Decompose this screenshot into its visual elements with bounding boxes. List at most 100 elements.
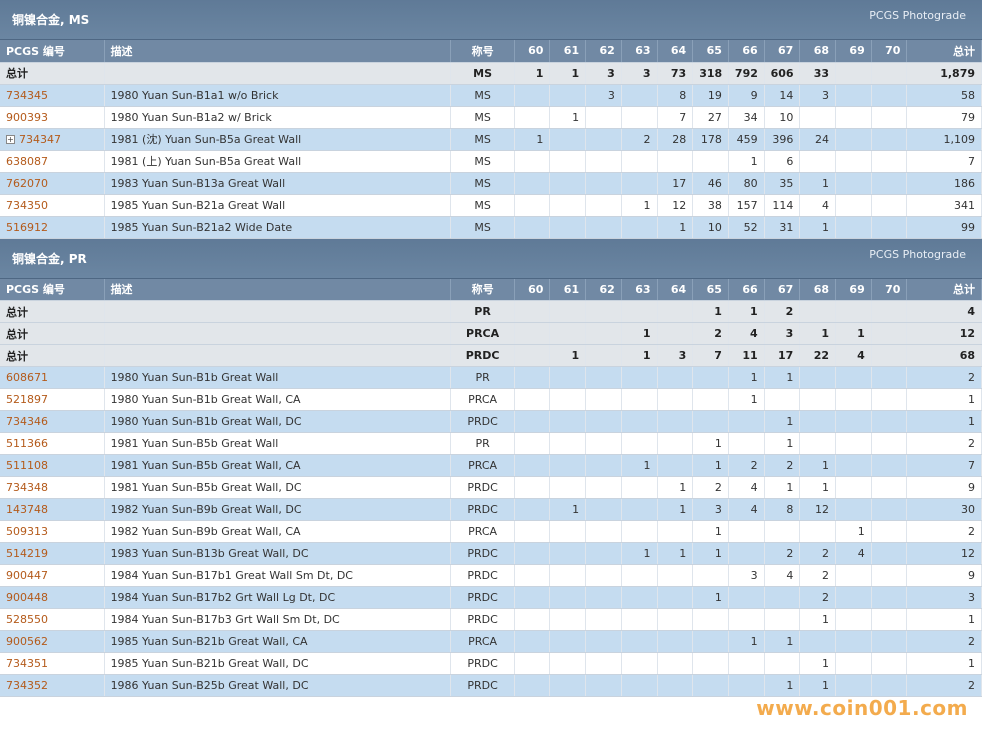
column-header[interactable]: 65 bbox=[692, 278, 729, 301]
column-header[interactable]: 69 bbox=[835, 40, 872, 63]
grade-count bbox=[657, 586, 694, 609]
pcgs-number-cell: 734346 bbox=[0, 410, 105, 433]
pcgs-number-cell: 734352 bbox=[0, 674, 105, 697]
pcgs-number-link[interactable]: 734352 bbox=[6, 679, 48, 692]
coin-row[interactable]: 762070 1983 Yuan Sun-B13a Great Wall MS 17 4… bbox=[0, 172, 982, 195]
photograde-link[interactable]: PCGS Photograde bbox=[869, 247, 966, 261]
pcgs-number-link[interactable]: 734351 bbox=[6, 657, 48, 670]
coin-row[interactable]: 528550 1984 Yuan Sun-B17b3 Grt Wall Sm Dt… bbox=[0, 608, 982, 631]
grade-count bbox=[514, 652, 551, 675]
grade-count: 1 bbox=[799, 652, 837, 675]
grade-count bbox=[657, 432, 694, 455]
column-header[interactable]: 68 bbox=[799, 40, 837, 63]
column-header[interactable]: 64 bbox=[657, 278, 694, 301]
coin-row[interactable]: 143748 1982 Yuan Sun-B9b Great Wall, DC PR… bbox=[0, 498, 982, 521]
pcgs-number-link[interactable]: 514219 bbox=[6, 547, 48, 560]
column-header[interactable]: 61 bbox=[549, 278, 587, 301]
column-header[interactable]: 总计 bbox=[906, 278, 982, 301]
pcgs-number-link[interactable]: 734347 bbox=[19, 132, 61, 146]
coin-row[interactable]: 900393 1980 Yuan Sun-B1a2 w/ Brick MS 1 7 27 3… bbox=[0, 106, 982, 129]
column-header[interactable]: 称号 bbox=[450, 40, 515, 63]
coin-row[interactable]: 900448 1984 Yuan Sun-B17b2 Grt Wall Lg Dt… bbox=[0, 586, 982, 609]
column-header[interactable]: PCGS 编号 bbox=[0, 40, 105, 63]
pcgs-number-link[interactable]: 734350 bbox=[6, 198, 48, 212]
grade-count: 1 bbox=[764, 410, 801, 433]
column-header[interactable]: 62 bbox=[585, 40, 622, 63]
coin-row[interactable]: 638087 1981 (上) Yuan Sun-B5a Great Wall MS… bbox=[0, 150, 982, 173]
grade-count: 10 bbox=[764, 106, 801, 129]
designation: PRDC bbox=[450, 542, 515, 565]
coin-row[interactable]: 734348 1981 Yuan Sun-B5b Great Wall, DC PR… bbox=[0, 476, 982, 499]
grade-count bbox=[621, 150, 658, 173]
row-total: 2 bbox=[906, 366, 982, 389]
coin-row[interactable]: 511366 1981 Yuan Sun-B5b Great Wall PR 1 1 2 bbox=[0, 432, 982, 455]
coin-description: 1980 Yuan Sun-B1a1 w/o Brick bbox=[104, 84, 452, 107]
column-header[interactable]: 描述 bbox=[104, 278, 452, 301]
pcgs-number-link[interactable]: 143748 bbox=[6, 503, 48, 516]
pcgs-number-cell: 514219 bbox=[0, 542, 105, 565]
pcgs-number-link[interactable]: 638087 bbox=[6, 154, 48, 168]
column-header[interactable]: 66 bbox=[728, 278, 765, 301]
pcgs-number-link[interactable]: 521897 bbox=[6, 393, 48, 406]
expand-icon[interactable]: + bbox=[6, 135, 15, 144]
coin-row[interactable]: 509313 1982 Yuan Sun-B9b Great Wall, CA PR… bbox=[0, 520, 982, 543]
pcgs-number-link[interactable]: 528550 bbox=[6, 613, 48, 626]
pcgs-number-link[interactable]: 900562 bbox=[6, 635, 48, 648]
coin-row[interactable]: 734345 1980 Yuan Sun-B1a1 w/o Brick MS 3 8 19… bbox=[0, 84, 982, 107]
coin-row[interactable]: 734350 1985 Yuan Sun-B21a Great Wall MS 1 12… bbox=[0, 194, 982, 217]
coin-row[interactable]: +734347 1981 (沈) Yuan Sun-B5a Great Wall M… bbox=[0, 128, 982, 151]
column-header[interactable]: 70 bbox=[871, 278, 908, 301]
pcgs-number-link[interactable]: 608671 bbox=[6, 371, 48, 384]
pcgs-number-link[interactable]: 762070 bbox=[6, 176, 48, 190]
pcgs-number-link[interactable]: 511366 bbox=[6, 437, 48, 450]
pcgs-number-link[interactable]: 511108 bbox=[6, 459, 48, 472]
column-header[interactable]: 63 bbox=[621, 40, 658, 63]
coin-row[interactable]: 521897 1980 Yuan Sun-B1b Great Wall, CA PR… bbox=[0, 388, 982, 411]
column-header[interactable]: 69 bbox=[835, 278, 872, 301]
grade-count bbox=[621, 476, 658, 499]
coin-row[interactable]: 734346 1980 Yuan Sun-B1b Great Wall, DC PR… bbox=[0, 410, 982, 433]
column-header[interactable]: 称号 bbox=[450, 278, 515, 301]
total-row: 总计 PRDC 1 1 3 7 11 17 22 4 68 bbox=[0, 344, 982, 367]
grade-count bbox=[835, 300, 872, 323]
grade-count bbox=[585, 564, 622, 587]
column-header[interactable]: 66 bbox=[728, 40, 765, 63]
grade-count bbox=[871, 194, 908, 217]
column-header[interactable]: 65 bbox=[692, 40, 729, 63]
column-header[interactable]: 描述 bbox=[104, 40, 452, 63]
column-header[interactable]: 63 bbox=[621, 278, 658, 301]
coin-row[interactable]: 900562 1985 Yuan Sun-B21b Great Wall, CA P… bbox=[0, 630, 982, 653]
pcgs-number-link[interactable]: 734346 bbox=[6, 415, 48, 428]
pcgs-number-link[interactable]: 516912 bbox=[6, 220, 48, 234]
pcgs-number-link[interactable]: 900447 bbox=[6, 569, 48, 582]
column-header[interactable]: 61 bbox=[549, 40, 587, 63]
coin-row[interactable]: 734352 1986 Yuan Sun-B25b Great Wall, DC P… bbox=[0, 674, 982, 697]
coin-row[interactable]: 514219 1983 Yuan Sun-B13b Great Wall, DC P… bbox=[0, 542, 982, 565]
grade-count: 1 bbox=[549, 344, 587, 367]
column-header[interactable]: PCGS 编号 bbox=[0, 278, 105, 301]
coin-row[interactable]: 516912 1985 Yuan Sun-B21a2 Wide Date MS 1 10… bbox=[0, 216, 982, 239]
column-header[interactable]: 60 bbox=[514, 40, 551, 63]
column-header[interactable]: 70 bbox=[871, 40, 908, 63]
pcgs-number-link[interactable]: 900448 bbox=[6, 591, 48, 604]
row-total: 58 bbox=[906, 84, 982, 107]
column-header[interactable]: 60 bbox=[514, 278, 551, 301]
coin-row[interactable]: 900447 1984 Yuan Sun-B17b1 Great Wall Sm … bbox=[0, 564, 982, 587]
coin-row[interactable]: 511108 1981 Yuan Sun-B5b Great Wall, CA PR… bbox=[0, 454, 982, 477]
pcgs-number-link[interactable]: 900393 bbox=[6, 110, 48, 124]
pcgs-number-link[interactable]: 509313 bbox=[6, 525, 48, 538]
photograde-link[interactable]: PCGS Photograde bbox=[869, 9, 966, 22]
population-report: 铜镍合金, MS PCGS Photograde PCGS 编号 描述 称号 60 61 62… bbox=[0, 0, 982, 697]
column-header[interactable]: 总计 bbox=[906, 40, 982, 63]
grade-count bbox=[514, 322, 551, 345]
column-header[interactable]: 62 bbox=[585, 278, 622, 301]
pcgs-number-link[interactable]: 734348 bbox=[6, 481, 48, 494]
pcgs-number-link[interactable]: 734345 bbox=[6, 88, 48, 102]
grade-count bbox=[835, 84, 872, 107]
column-header[interactable]: 67 bbox=[764, 278, 801, 301]
coin-row[interactable]: 734351 1985 Yuan Sun-B21b Great Wall, DC P… bbox=[0, 652, 982, 675]
column-header[interactable]: 67 bbox=[764, 40, 801, 63]
coin-row[interactable]: 608671 1980 Yuan Sun-B1b Great Wall PR 1 1 2 bbox=[0, 366, 982, 389]
column-header[interactable]: 68 bbox=[799, 278, 837, 301]
column-header[interactable]: 64 bbox=[657, 40, 694, 63]
